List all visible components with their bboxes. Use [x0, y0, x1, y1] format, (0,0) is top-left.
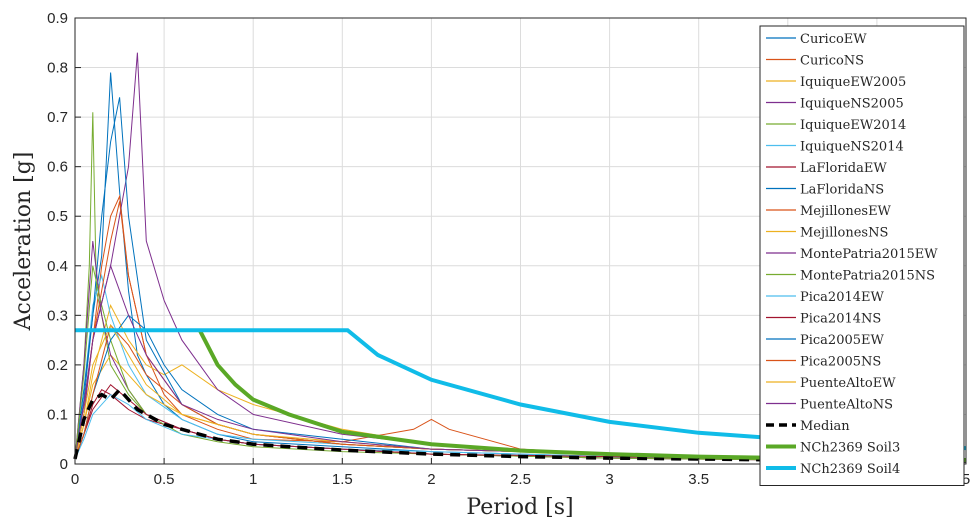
x-tick-label: 1.5 — [332, 471, 353, 488]
y-tick-label: 0.2 — [47, 357, 68, 374]
x-axis-label: Period [s] — [466, 495, 573, 520]
legend-label: CuricoNS — [800, 54, 864, 69]
y-tick-label: 0.3 — [47, 307, 68, 324]
legend-label: CuricoEW — [800, 32, 867, 47]
x-tick-label: 3.5 — [688, 471, 709, 488]
legend-label: LaFloridaNS — [800, 183, 884, 198]
legend-label: MejillonesNS — [800, 226, 888, 241]
legend: CuricoEW CuricoNS IquiqueEW2005 IquiqueNS20… — [759, 25, 965, 486]
axes: 00.511.522.533.544.5500.10.20.30.40.50.6… — [47, 10, 970, 488]
y-tick-label: 0.9 — [47, 10, 68, 27]
legend-label: IquiqueNS2005 — [800, 97, 904, 112]
x-tick-label: 2 — [427, 471, 435, 488]
legend-label: Pica2014NS — [800, 312, 881, 327]
legend-label: LaFloridaEW — [800, 161, 887, 176]
x-tick-label: 2.5 — [510, 471, 531, 488]
legend-label: Pica2005NS — [800, 355, 881, 370]
legend-label: IquiqueNS2014 — [800, 140, 904, 155]
legend-label: IquiqueEW2014 — [800, 118, 906, 133]
y-tick-label: 0 — [60, 456, 68, 473]
x-tick-label: 1 — [249, 471, 257, 488]
legend-label: NCh2369 Soil4 — [800, 462, 900, 477]
x-tick-label: 5 — [962, 471, 970, 488]
series-line — [73, 387, 967, 463]
series-line — [74, 194, 967, 461]
y-tick-label: 0.8 — [47, 60, 68, 77]
y-tick-label: 0.1 — [47, 406, 68, 423]
x-tick-label: 3 — [605, 471, 613, 488]
y-axis-label: Acceleration [g] — [11, 152, 36, 332]
legend-label: Pica2014EW — [800, 290, 885, 305]
legend-label: MontePatria2015EW — [800, 247, 938, 262]
legend-label: Pica2005EW — [800, 333, 885, 348]
legend-label: NCh2369 Soil3 — [800, 441, 900, 456]
legend-label: IquiqueEW2005 — [800, 75, 906, 90]
x-tick-label: 0.5 — [154, 471, 175, 488]
y-tick-label: 0.5 — [47, 208, 68, 225]
y-tick-label: 0.6 — [47, 159, 68, 176]
legend-label: MontePatria2015NS — [800, 269, 935, 284]
y-tick-label: 0.4 — [47, 258, 68, 275]
legend-label: MejillonesEW — [800, 204, 892, 219]
x-tick-label: 0 — [71, 471, 79, 488]
legend-label: PuenteAltoEW — [800, 376, 896, 391]
legend-label: PuenteAltoNS — [800, 398, 893, 413]
y-tick-label: 0.7 — [47, 109, 68, 126]
legend-label: Median — [800, 419, 850, 434]
series-layer — [73, 52, 967, 463]
